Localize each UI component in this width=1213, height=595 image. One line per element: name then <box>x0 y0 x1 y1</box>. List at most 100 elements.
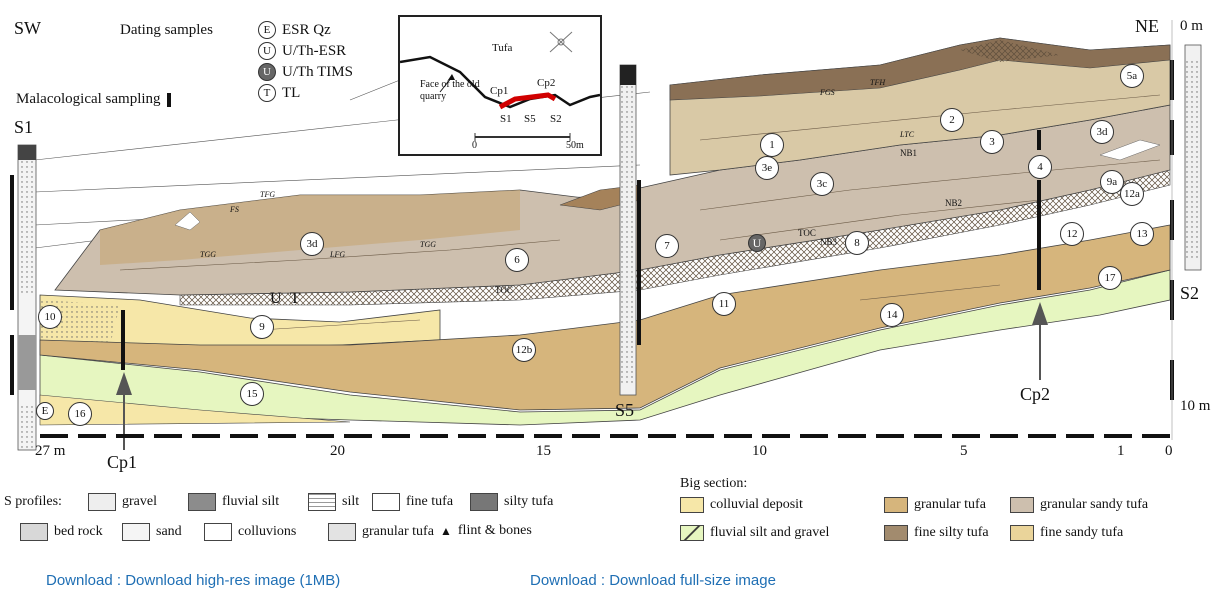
colluvions-swatch-icon <box>204 523 232 541</box>
fluvial-silt-swatch-icon <box>188 493 216 511</box>
nb1-label: NB1 <box>900 148 918 158</box>
granular-tufa-big-swatch-icon <box>884 497 908 513</box>
fluvial-silt-gravel-swatch-icon <box>680 525 704 541</box>
nb3-label: NB3 <box>820 237 838 247</box>
inset-s2-label: S2 <box>550 113 562 125</box>
legend-flint-bones: ▲ flint & bones <box>440 523 532 538</box>
unit-17: 17 <box>1098 266 1122 290</box>
malacological-bars <box>121 130 1041 370</box>
unit-14: 14 <box>880 303 904 327</box>
colluvial-deposit-swatch-icon <box>680 497 704 513</box>
unit-1: 1 <box>760 133 784 157</box>
legend-fine-sandy-tufa: fine sandy tufa <box>1010 525 1123 541</box>
tl-symbol-icon: T <box>258 84 276 102</box>
fine-silty-tufa-swatch-icon <box>884 525 908 541</box>
unit-3d-left: 3d <box>300 232 324 256</box>
unit-3c: 3c <box>810 172 834 196</box>
legend-granular-sandy-tufa: granular sandy tufa <box>1010 497 1148 513</box>
granular-tufa-swatch-icon <box>328 523 356 541</box>
location-inset-map: Tufa Face of the old quarry Cp1 Cp2 S1 S… <box>398 15 602 156</box>
unit-2: 2 <box>940 108 964 132</box>
fine-sandy-tufa-swatch-icon <box>1010 525 1034 541</box>
legend-silty-tufa: silty tufa <box>470 493 553 511</box>
legend-gravel: gravel <box>88 493 157 511</box>
dating-tl: T TL <box>258 84 300 102</box>
unit-5a: 5a <box>1120 64 1144 88</box>
distance-axis <box>40 20 1173 440</box>
s5-column <box>619 64 637 396</box>
axis-tick-15: 15 <box>536 443 551 459</box>
unit-12: 12 <box>1060 222 1084 246</box>
stratigraphic-section-drawing <box>10 20 1202 451</box>
legend-granular-tufa: granular tufa <box>884 497 986 513</box>
download-full-size-link[interactable]: Download : Download full-size image <box>530 572 776 589</box>
legend-colluvial-deposit: colluvial deposit <box>680 497 803 513</box>
inset-scale-start: 0 <box>472 140 477 151</box>
dating-uth-tims: U U/Th TIMS <box>258 63 353 81</box>
s5-label: S5 <box>615 400 635 420</box>
t-sample-label: T <box>290 290 300 307</box>
download-high-res-link[interactable]: Download : Download high-res image (1MB) <box>46 572 341 589</box>
unit-10: 10 <box>38 305 62 329</box>
malacological-sampling-legend: Malacological sampling <box>16 91 171 108</box>
tgg-label-left: TGG <box>200 250 217 259</box>
silt-swatch-icon <box>308 493 336 511</box>
legend-bed-rock: bed rock <box>20 523 103 541</box>
s1-label: S1 <box>14 117 34 137</box>
compass-icon <box>549 31 573 53</box>
legend-silt: silt <box>308 493 359 511</box>
sand-swatch-icon <box>122 523 150 541</box>
cp1-arrow <box>116 372 132 450</box>
s1-column <box>10 144 37 451</box>
unit-7: 7 <box>655 234 679 258</box>
s2-label: S2 <box>1180 283 1200 303</box>
fs-label: FS <box>230 205 239 214</box>
legend-sand: sand <box>122 523 182 541</box>
tfh-label: TFH <box>870 78 886 87</box>
unit-8: 8 <box>845 231 869 255</box>
uth-tims-symbol-icon: U <box>258 63 276 81</box>
flint-bones-icon: ▲ <box>440 523 452 538</box>
axis-tick-5: 5 <box>960 443 968 459</box>
nb2-label: NB2 <box>945 198 963 208</box>
dating-esr: E ESR Qz <box>258 21 331 39</box>
cp1-label: Cp1 <box>107 452 138 472</box>
bed-rock-swatch-icon <box>20 523 48 541</box>
inset-s1-label: S1 <box>500 113 512 125</box>
unit-6: 6 <box>505 248 529 272</box>
unit-3d-right: 3d <box>1090 120 1114 144</box>
left-distance-label: 27 m <box>35 443 66 459</box>
esr-sample-marker: E <box>36 402 54 420</box>
ne-label: NE <box>1135 16 1159 36</box>
unit-9: 9 <box>250 315 274 339</box>
inset-tufa-label: Tufa <box>492 42 513 54</box>
unit-16: 16 <box>68 402 92 426</box>
inset-cp1-label: Cp1 <box>490 85 509 97</box>
inset-cp2-label: Cp2 <box>537 77 556 89</box>
unit-3: 3 <box>980 130 1004 154</box>
legend-fluvial-silt: fluvial silt <box>188 493 279 511</box>
unit-12a: 12a <box>1120 182 1144 206</box>
legend-fine-silty-tufa: fine silty tufa <box>884 525 989 541</box>
uth-tims-sample-marker: U <box>748 234 766 252</box>
lfg-label: LFG <box>330 250 346 259</box>
cp2-arrow <box>1032 302 1048 380</box>
u-sample-label: U <box>270 290 282 307</box>
unit-12b: 12b <box>512 338 536 362</box>
bottom-depth-label: 10 m <box>1180 398 1211 414</box>
gravel-swatch-icon <box>88 493 116 511</box>
axis-tick-1: 1 <box>1117 443 1125 459</box>
s2-column <box>1170 44 1202 400</box>
toc-label-left: TOC <box>495 285 513 295</box>
unit-13: 13 <box>1130 222 1154 246</box>
inset-face-label: Face of the old quarry <box>420 79 480 102</box>
big-section-title: Big section: <box>680 476 748 491</box>
unit-9a: 9a <box>1100 170 1124 194</box>
fgs-label: FGS <box>820 88 835 97</box>
unit-15: 15 <box>240 382 264 406</box>
cp2-label: Cp2 <box>1020 384 1051 404</box>
malacological-bar-icon <box>166 92 171 107</box>
esr-symbol-icon: E <box>258 21 276 39</box>
inset-quarry-outline <box>400 31 600 141</box>
dating-samples-title: Dating samples <box>120 22 213 38</box>
